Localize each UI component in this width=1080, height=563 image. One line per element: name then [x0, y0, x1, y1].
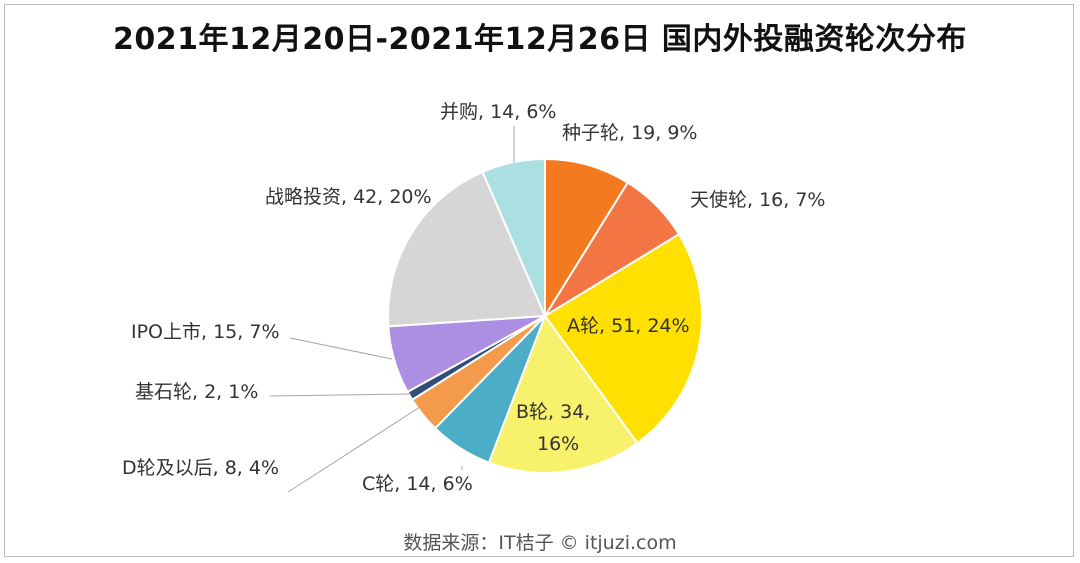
leader-line-8: [289, 337, 393, 360]
leader-line-7: [269, 393, 412, 397]
source-note: 数据来源：IT桔子 © itjuzi.com: [403, 532, 677, 554]
slice-label-line: 16%: [537, 433, 579, 455]
pie-slice-1: [544, 157, 630, 320]
slice-label-10: 并购, 14, 6%: [440, 101, 556, 123]
pie-slice-3: [543, 232, 703, 445]
slice-label-8: IPO上市, 15, 7%: [131, 321, 280, 343]
pie-slice-10: [481, 157, 546, 317]
slice-label-5: C轮, 14, 6%: [362, 473, 473, 495]
slice-label-1: 种子轮, 19, 9%: [562, 122, 697, 144]
slice-label-line: B轮, 34,: [516, 401, 590, 423]
pie-slice-9: [387, 170, 547, 328]
chart-title: 2021年12月20日-2021年12月26日 国内外投融资轮次分布: [113, 22, 967, 57]
pie-slice-4: [487, 313, 639, 474]
slice-label-3: A轮, 51, 24%: [567, 315, 690, 337]
slice-label-4: B轮, 34, 16%: [516, 401, 590, 455]
slice-label-2: 天使轮, 16, 7%: [690, 189, 825, 211]
leader-line-6: [287, 406, 421, 493]
slice-label-7: 基石轮, 2, 1%: [135, 381, 258, 403]
slice-label-9: 战略投资, 42, 20%: [265, 186, 432, 208]
slice-label-6: D轮及以后, 8, 4%: [122, 457, 279, 479]
